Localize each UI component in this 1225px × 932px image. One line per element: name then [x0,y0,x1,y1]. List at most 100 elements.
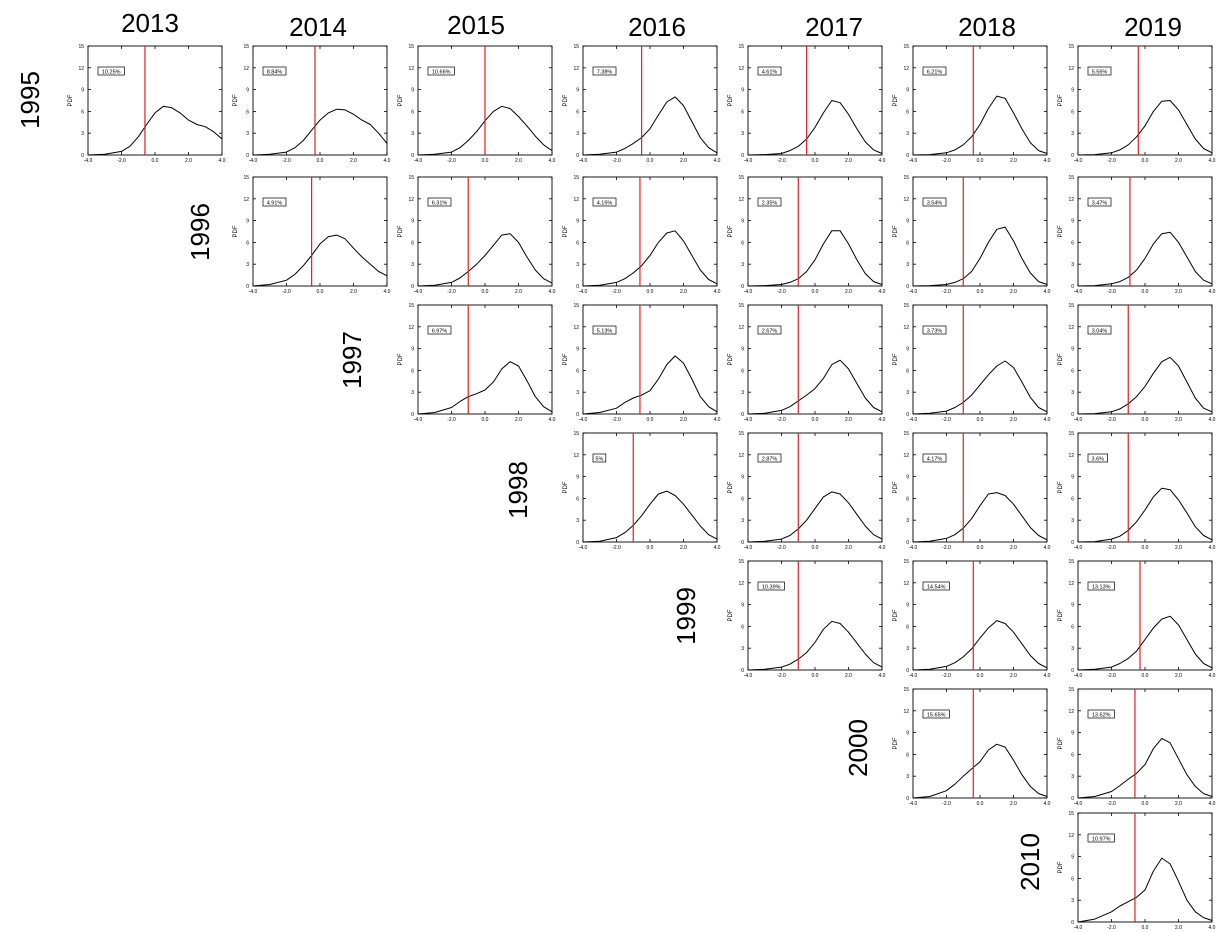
y-tick-label: 12 [903,197,909,203]
y-axis-label: PDF [893,353,899,365]
y-axis-label: PDF [1058,481,1064,493]
x-tick-label: -4.0 [744,673,753,679]
x-tick-label: 0.0 [812,417,819,423]
panel-frame [912,176,1048,287]
pdf-curve [912,226,1048,287]
percent-label: 5.13% [597,328,613,334]
percent-label-box [1087,325,1112,335]
x-tick-label: -4.0 [1074,417,1083,423]
y-tick-label: 0 [411,284,414,290]
panel-1997-2018: 0 3 6 9 12 15 -4.0 -2.0 0.0 2.0 4.0 PDF 3.73% [893,303,1051,423]
y-tick-label: 12 [408,66,414,72]
y-tick-label: 3 [1071,518,1074,524]
panel-frame [912,304,1048,415]
y-axis-label: PDF [728,481,734,493]
y-tick-label: 3 [576,390,579,396]
panel-frame [87,45,223,156]
pdf-curve [1077,737,1213,799]
pdf-curve [582,96,718,156]
x-tick-label: -2.0 [447,289,456,295]
y-axis-label: PDF [728,94,734,106]
x-tick-label: 2.0 [680,417,687,423]
panel-1996-2016: 0 3 6 9 12 15 -4.0 -2.0 0.0 2.0 4.0 PDF 4.15% [563,175,721,295]
panel-1997-2017: 0 3 6 9 12 15 -4.0 -2.0 0.0 2.0 4.0 PDF 2.67% [728,303,886,423]
x-tick-label: -2.0 [942,417,951,423]
y-axis-label: PDF [563,94,569,106]
pdf-curve [747,620,883,671]
x-tick-label: 2.0 [1010,545,1017,551]
percent-label-box [922,197,947,207]
y-tick-label: 0 [906,796,909,802]
y-tick-label: 6 [576,109,579,115]
x-tick-label: -4.0 [744,545,753,551]
y-tick-label: 6 [906,109,909,115]
panel-frame [1077,432,1213,543]
y-tick-label: 3 [1071,131,1074,137]
x-tick-label: 0.0 [647,417,654,423]
y-tick-label: 3 [741,390,744,396]
y-tick-label: 0 [1071,920,1074,926]
panel-1995-2017: 0 3 6 9 12 15 -4.0 -2.0 0.0 2.0 4.0 PDF 4.61% [728,44,886,164]
percent-label-box [757,581,785,591]
panel-1997-2019: 0 3 6 9 12 15 -4.0 -2.0 0.0 2.0 4.0 PDF 3.04% [1058,303,1216,423]
x-tick-label: 2.0 [1010,673,1017,679]
x-tick-label: -4.0 [1074,925,1083,931]
pdf-curve [912,360,1048,415]
y-tick-label: 12 [408,325,414,331]
percent-label: 2.35% [762,200,778,206]
x-tick-label: -4.0 [579,158,588,164]
pdf-curve [87,105,223,156]
panel-frame [252,176,388,287]
y-tick-label: 3 [1071,646,1074,652]
x-tick-label: 0.0 [647,158,654,164]
panel-frame [747,432,883,543]
percent-label: 10.25% [102,69,121,75]
x-tick-label: 4.0 [879,158,886,164]
pdf-curve [1077,356,1213,415]
y-tick-label: 15 [78,44,84,50]
x-tick-label: 0.0 [977,417,984,423]
y-axis-label: PDF [68,94,74,106]
pdf-curve [1077,100,1213,156]
y-tick-label: 9 [1071,88,1074,94]
x-tick-label: 4.0 [714,545,721,551]
y-tick-label: 0 [411,153,414,159]
y-tick-label: 12 [573,325,579,331]
x-tick-label: 2.0 [1175,801,1182,807]
pdf-curve [912,492,1048,543]
panel-1996-2017: 0 3 6 9 12 15 -4.0 -2.0 0.0 2.0 4.0 PDF 2.35% [728,175,886,295]
percent-label: 4.17% [927,456,943,462]
x-tick-label: 4.0 [714,158,721,164]
panel-1995-2019: 0 3 6 9 12 15 -4.0 -2.0 0.0 2.0 4.0 PDF 5.56% [1058,44,1216,164]
y-tick-label: 12 [573,66,579,72]
x-tick-label: -2.0 [612,158,621,164]
x-tick-label: 0.0 [482,158,489,164]
y-tick-label: 12 [738,325,744,331]
y-tick-label: 15 [243,175,249,181]
x-tick-label: 2.0 [1010,801,1017,807]
y-tick-label: 9 [1071,603,1074,609]
x-tick-label: -4.0 [579,545,588,551]
x-tick-label: 2.0 [845,673,852,679]
x-tick-label: -2.0 [777,545,786,551]
y-axis-label: PDF [893,737,899,749]
x-tick-label: 0.0 [812,673,819,679]
column-label-2013: 2013 [121,8,179,38]
x-tick-label: 2.0 [185,158,192,164]
y-tick-label: 15 [738,559,744,565]
y-tick-label: 15 [903,559,909,565]
panel-frame [747,45,883,156]
y-tick-label: 3 [411,131,414,137]
x-tick-label: -2.0 [447,417,456,423]
percent-label-box [922,581,950,591]
x-tick-label: -2.0 [612,545,621,551]
y-axis-label: PDF [398,353,404,365]
pdf-curve [417,105,553,156]
column-label-2016: 2016 [628,12,686,42]
y-tick-label: 6 [1071,368,1074,374]
y-tick-label: 6 [411,368,414,374]
panel-2000-2018: 0 3 6 9 12 15 -4.0 -2.0 0.0 2.0 4.0 PDF 15.65% [893,687,1051,807]
x-tick-label: -4.0 [414,289,423,295]
y-tick-label: 0 [246,153,249,159]
pdf-curve [582,490,718,543]
